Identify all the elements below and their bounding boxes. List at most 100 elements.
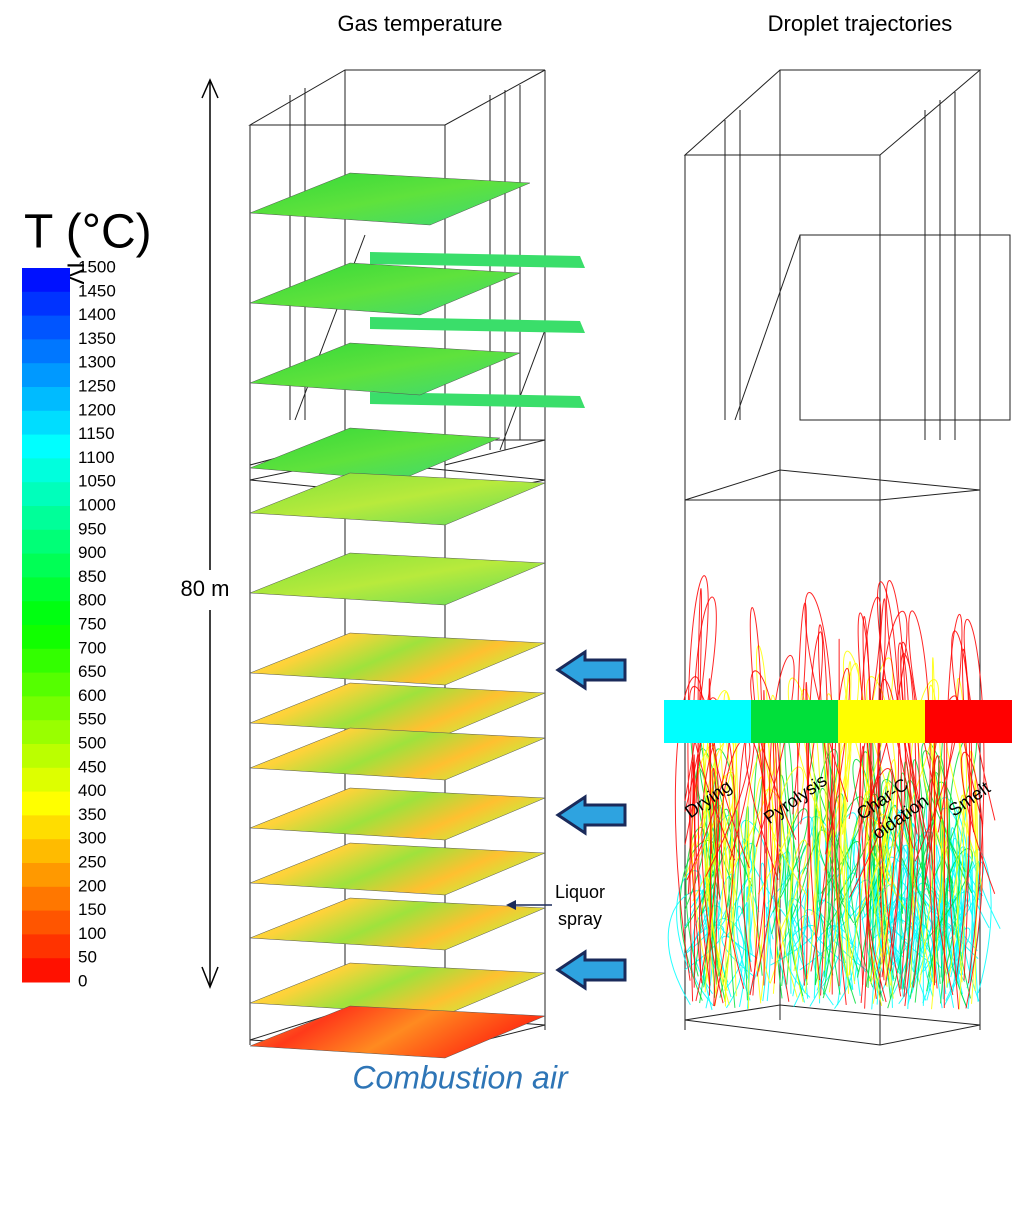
plane: [249, 897, 546, 951]
trajectory: [876, 581, 911, 978]
trajectory: [687, 761, 694, 1002]
colorbar-swatch: [22, 553, 70, 578]
trajectory: [848, 596, 882, 999]
colorbar-label: 150: [78, 900, 106, 919]
air-arrows: [555, 649, 627, 991]
trajectory: [969, 750, 983, 1004]
colorbar-label: 450: [78, 757, 106, 776]
colorbar-label: 1500: [78, 257, 116, 276]
trajectory: [811, 811, 822, 1000]
colorbar-label: 1050: [78, 472, 116, 491]
height-arrow: [168, 78, 242, 990]
trajectory: [940, 807, 980, 975]
trajectory: [667, 890, 711, 1005]
trajectory: [919, 924, 942, 1004]
trajectory: [873, 823, 894, 986]
trajectory: [684, 745, 717, 985]
trajectory: [818, 860, 822, 1004]
trajectory: [814, 782, 820, 985]
plane: [370, 317, 585, 333]
trajectory: [684, 826, 705, 977]
colorbar-label: 1300: [78, 353, 116, 372]
colorbar-swatch: [22, 387, 70, 412]
panel-title: Gas temperature: [337, 11, 502, 36]
plane: [249, 632, 546, 686]
panel-title: Droplet trajectories: [768, 11, 953, 36]
colorbar-label: 0: [78, 971, 87, 990]
plane: [249, 962, 546, 1016]
colorbar-swatch: [22, 958, 70, 983]
plane: [249, 552, 546, 606]
trajectory: [947, 927, 971, 1008]
colorbar-label: 1350: [78, 329, 116, 348]
trajectory: [956, 678, 973, 1010]
trajectory: [799, 926, 840, 1006]
trajectory: [909, 820, 916, 988]
colorbar-swatch: [22, 482, 70, 507]
colorbar-title: T (°C): [24, 206, 152, 259]
trajectory: [875, 809, 906, 974]
trajectory: [727, 878, 753, 982]
trajectory: [737, 905, 752, 1007]
plane: [370, 252, 585, 268]
trajectory: [789, 843, 811, 985]
plane: [249, 727, 546, 781]
colorbar-label: 600: [78, 686, 106, 705]
colorbar-label: 650: [78, 662, 106, 681]
colorbar-swatch: [22, 363, 70, 388]
trajectory: [880, 679, 914, 986]
trajectory: [747, 819, 750, 1009]
trajectory: [940, 798, 949, 988]
trajectory: [689, 690, 729, 986]
trajectory: [896, 846, 905, 997]
plane: [249, 1005, 546, 1059]
colorbar-label: 550: [78, 710, 106, 729]
colorbar-label: 1450: [78, 281, 116, 300]
colorbar-swatch: [22, 744, 70, 769]
trajectory: [974, 780, 978, 991]
colorbar-label: 100: [78, 924, 106, 943]
colorbar-swatch: [22, 410, 70, 436]
trajectory: [684, 575, 709, 984]
colorbar-swatch: [22, 767, 70, 793]
trajectory: [712, 767, 721, 1007]
colorbar-label: 1100: [78, 448, 115, 467]
air-label: Combustion air: [352, 1059, 569, 1095]
colorbar-swatch: [22, 601, 70, 626]
colorbar-swatch: [22, 339, 70, 364]
colorbar-swatch: [22, 648, 70, 674]
plane: [249, 342, 521, 396]
trajectory: [929, 848, 973, 1008]
temperature-planes: [249, 172, 585, 1059]
colorbar-swatch: [22, 696, 70, 721]
trajectory: [749, 607, 770, 996]
trajectory: [695, 588, 702, 977]
trajectory: [792, 602, 807, 986]
trajectory: [825, 667, 851, 1006]
colorbar-swatch: [22, 315, 70, 340]
colorbar-swatch: [22, 791, 70, 816]
colorbar-swatch: [22, 577, 70, 602]
colorbar-label: 700: [78, 638, 106, 657]
trajectory: [801, 887, 810, 999]
trajectory: [689, 685, 736, 1002]
trajectory: [881, 778, 927, 1009]
colorbar-swatch: [22, 458, 70, 483]
trajectory: [684, 596, 717, 986]
colorbar-label: 1250: [78, 376, 116, 395]
trajectory: [779, 774, 794, 987]
colorbar-swatch: [22, 720, 70, 745]
colorbar-swatch: [22, 815, 70, 840]
plane: [249, 787, 546, 841]
colorbar-label: 250: [78, 852, 106, 871]
trajectory: [960, 751, 996, 1009]
trajectory: [908, 610, 943, 988]
trajectory: [707, 781, 717, 998]
colorbar-label: 950: [78, 519, 106, 538]
colorbar-label: 350: [78, 805, 106, 824]
colorbar-label: 1400: [78, 305, 116, 324]
trajectory: [805, 681, 810, 980]
colorbar-label: 900: [78, 543, 106, 562]
